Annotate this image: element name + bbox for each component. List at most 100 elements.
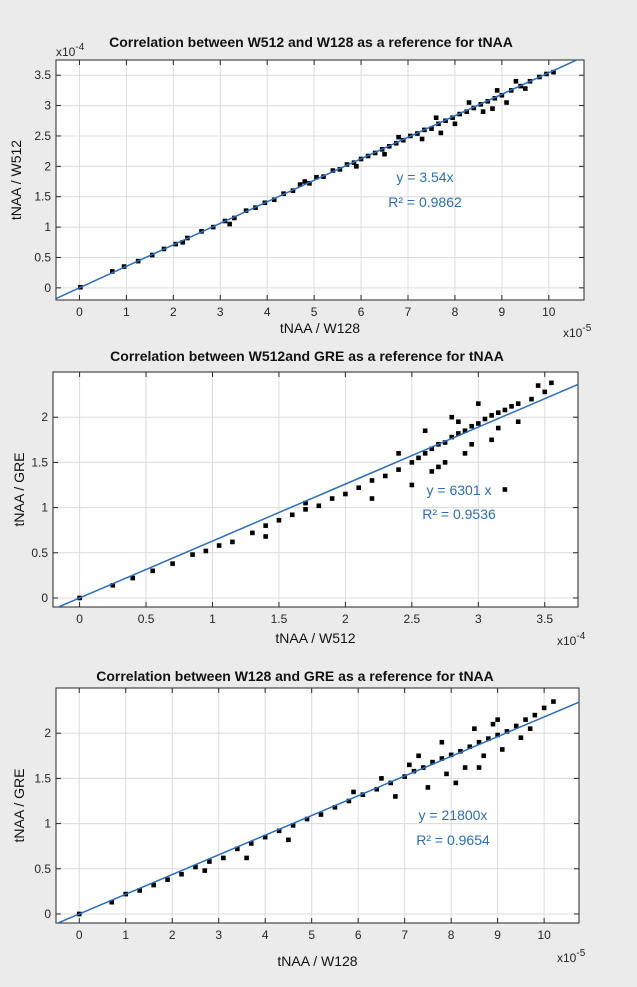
scatter-point [303, 500, 308, 506]
scatter-point [467, 744, 473, 750]
scatter-point [137, 888, 142, 893]
scatter-point [263, 534, 268, 539]
y-exponent-base: x10 [56, 45, 76, 59]
scatter-point [429, 126, 434, 131]
chart-title: Correlation between W512and GRE as a ref… [110, 348, 504, 364]
y-tick-label: 1 [41, 501, 48, 515]
scatter-point [190, 552, 195, 557]
x-exponent-power: -5 [576, 948, 585, 959]
scatter-point [248, 841, 254, 846]
scatter-point [462, 765, 468, 770]
scatter-point [499, 747, 505, 752]
x-tick-label: 5 [311, 305, 318, 319]
scatter-point [513, 723, 519, 729]
scatter-point [351, 789, 356, 795]
scatter-point [439, 756, 445, 761]
scatter-point [495, 425, 501, 431]
scatter-point [429, 469, 435, 474]
scatter-point [193, 864, 198, 870]
scatter-point [535, 383, 541, 388]
y-tick-label: 0 [44, 907, 51, 921]
scatter-point [388, 780, 394, 786]
chart-panel-1: 0 1 2 3 4 5 6 7 8 9 10 0 0.5 1 1.5 2 2.5 3 3.5 y = 3.54x R² … [8, 34, 592, 340]
scatter-point [490, 721, 496, 727]
scatter-point [369, 496, 375, 501]
scatter-point [429, 446, 435, 452]
scatter-point [448, 752, 454, 758]
scatter-point [180, 239, 186, 245]
x-tick-label: 0.5 [138, 612, 155, 626]
scatter-point [438, 130, 444, 136]
x-tick-label: 4 [264, 305, 271, 319]
y-tick-label: 3 [44, 99, 51, 113]
scatter-point [452, 121, 458, 127]
scatter-point [150, 568, 155, 574]
x-tick-label: 2 [342, 612, 349, 626]
scatter-point [343, 491, 348, 497]
chart-panel-2: 0 0.5 1 1.5 2 2.5 3 3.5 0 0.5 1 1.5 2 y = 6301 x R² = … [11, 348, 586, 648]
scatter-point [419, 136, 425, 142]
scatter-point [232, 215, 237, 221]
scatter-point [476, 765, 482, 770]
chart-title: Correlation between W128 and GRE as a re… [96, 668, 494, 684]
scatter-point [407, 762, 412, 768]
scatter-point [411, 768, 417, 774]
chart-title: Correlation between W512 and W128 as a r… [109, 34, 513, 50]
scatter-point [202, 868, 208, 873]
scatter-point [527, 726, 533, 731]
y-tick-label: 2 [44, 726, 51, 740]
x-tick-label: 8 [448, 928, 455, 942]
scatter-point [518, 735, 524, 741]
scatter-point [489, 413, 494, 418]
scatter-point [109, 899, 115, 905]
y-exponent-power: -4 [75, 42, 84, 53]
y-tick-label: 0 [44, 281, 51, 295]
scatter-point [480, 109, 486, 114]
scatter-point [203, 548, 209, 554]
x-tick-label: 5 [308, 928, 315, 942]
y-tick-label: 2 [41, 410, 48, 424]
scatter-point [121, 264, 127, 269]
scatter-point [494, 88, 500, 93]
scatter-point [250, 530, 255, 536]
scatter-point [439, 739, 445, 745]
y-tick-label: 2.5 [34, 129, 51, 143]
x-tick-label: 3.5 [536, 612, 553, 626]
scatter-point [495, 717, 500, 722]
scatter-point [515, 419, 521, 425]
scatter-point [409, 482, 415, 488]
scatter-point [523, 717, 528, 722]
x-tick-label: 2 [169, 928, 176, 942]
scatter-point [289, 512, 295, 518]
scatter-point [216, 543, 222, 548]
scatter-point [509, 404, 514, 409]
scatter-point [316, 503, 322, 509]
scatter-point [504, 729, 510, 734]
y-tick-label: 2 [44, 159, 51, 173]
scatter-point [307, 181, 312, 186]
scatter-point [286, 837, 291, 843]
scatter-point [396, 134, 401, 140]
scatter-point [453, 780, 459, 786]
scatter-point [369, 478, 375, 483]
axes-frame [52, 371, 579, 608]
scatter-point [110, 583, 116, 588]
scatter-point [462, 428, 468, 434]
x-exponent: x10-5 [557, 948, 586, 965]
x-exponent-base: x10 [563, 326, 583, 340]
scatter-point [422, 451, 428, 456]
y-axis-label: tNAA / GRE [11, 453, 27, 527]
scatter-point [495, 410, 501, 415]
scatter-point [290, 823, 296, 828]
scatter-point [346, 798, 352, 804]
x-tick-label: 10 [542, 305, 556, 319]
scatter-point [464, 109, 469, 114]
scatter-point [551, 69, 556, 75]
scatter-point [469, 442, 474, 447]
x-tick-label: 4 [262, 928, 269, 942]
scatter-point [416, 455, 421, 461]
x-tick-label: 1.5 [271, 612, 288, 626]
scatter-point [314, 174, 319, 180]
data-layer [56, 380, 578, 607]
y-tick-label: 1.5 [31, 455, 48, 469]
